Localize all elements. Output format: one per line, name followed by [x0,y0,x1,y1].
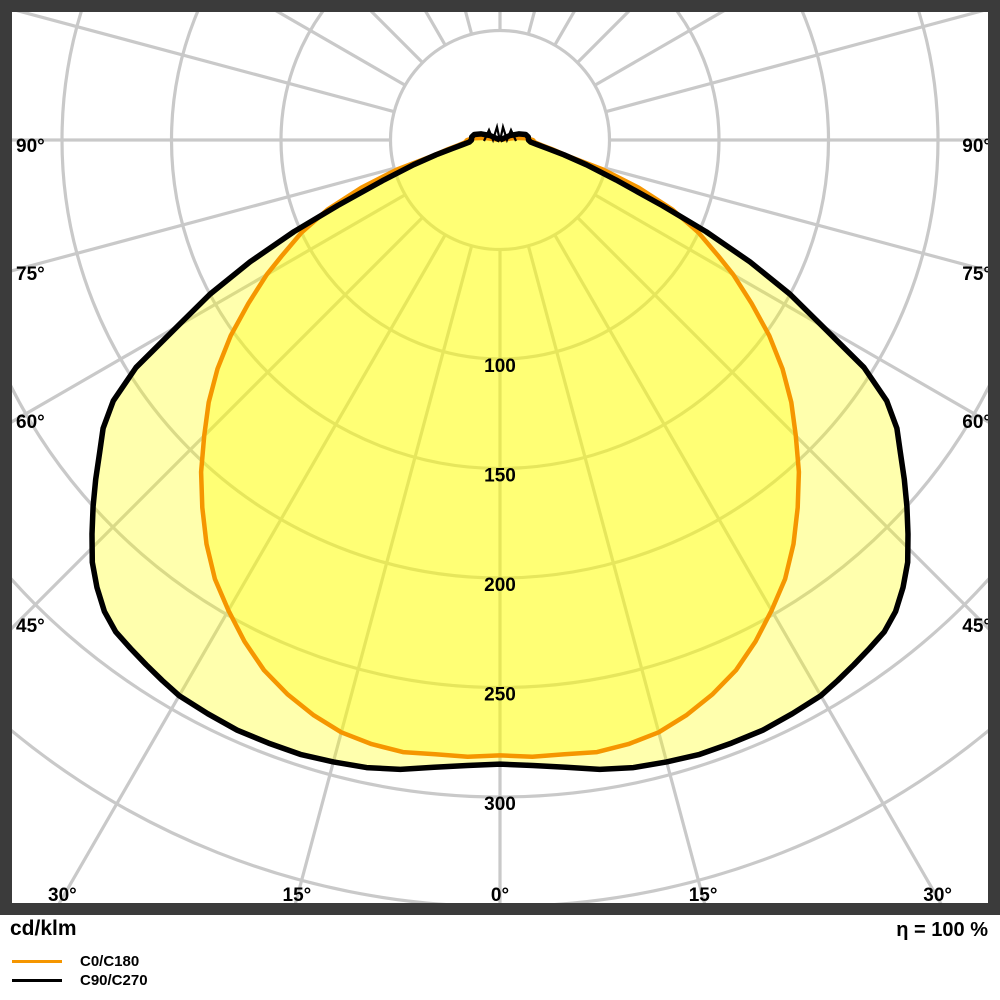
angle-tick-label: 60° [962,412,991,433]
plot-area: 100 150 200 250 300 [12,12,988,906]
legend-label-c90: C90/C270 [80,972,148,989]
legend: C0/C180 C90/C270 [12,952,148,990]
radial-tick-label: 100 [484,356,516,377]
angle-tick-label: 60° [16,412,45,433]
angle-tick-label: 15° [689,885,718,906]
angle-tick-label: 90° [962,136,991,157]
efficiency-label: η = 100 % [896,919,988,941]
grid-spoke [293,245,474,906]
polar-chart: 100 150 200 250 300 90° 75° 60° 45° 90° 75° 60° 45° 3… [0,0,1000,915]
legend-item-c0: C0/C180 [12,952,148,971]
legend-line-c90-icon [12,979,62,982]
angle-tick-label: 15° [283,885,312,906]
radial-tick-label: 300 [484,794,516,815]
legend-label-c0: C0/C180 [80,953,140,970]
fill-c90 [92,133,908,770]
legend-item-c90: C90/C270 [12,971,148,990]
angle-tick-label: 30° [923,885,952,906]
radial-tick-label: 250 [484,685,516,706]
angle-tick-label: 90° [16,136,45,157]
curve-c0-c180 [198,135,802,759]
grid-spoke [16,12,395,114]
grid-spoke [553,234,945,906]
plot-frame [0,0,1000,915]
angle-tick-label: 45° [16,616,45,637]
grid-spoke [594,193,988,424]
grid-spoke [12,193,406,424]
luminaire-symbol-icon [482,122,518,144]
grid-spoke [55,234,447,906]
angle-tick-label: 0° [491,885,509,906]
angle-tick-label: 75° [16,264,45,285]
radial-tick-label: 200 [484,575,516,596]
fill-c0 [201,137,799,757]
grid-spoke [526,245,707,906]
grid-spoke [605,166,988,273]
radial-tick-label: 150 [484,466,516,487]
angle-tick-label: 75° [962,264,991,285]
grid-spoke [605,12,984,114]
unit-label: cd/klm [10,917,77,940]
grid-spoke [12,216,424,631]
angle-tick-label: 45° [962,616,991,637]
grid-spoke [576,216,988,631]
legend-line-c0-icon [12,960,62,963]
grid-spoke [12,166,395,273]
angle-tick-label: 30° [48,885,77,906]
curve-c90-c270 [89,131,911,773]
